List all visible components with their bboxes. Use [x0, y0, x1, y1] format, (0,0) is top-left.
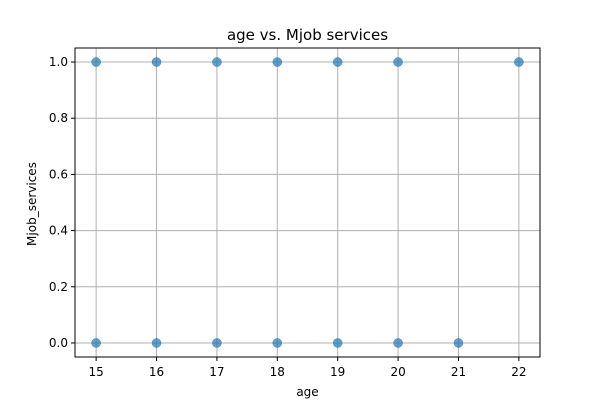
y-axis-label: Mjob_services — [25, 162, 39, 246]
data-point — [151, 338, 162, 348]
x-axis-ticks: 15 16 17 18 19 20 21 22 — [88, 357, 527, 379]
data-point — [332, 57, 343, 67]
x-tick-label: 19 — [330, 365, 345, 379]
x-tick-label: 21 — [451, 365, 466, 379]
y-axis-ticks: 0.0 0.2 0.4 0.6 0.8 1.0 — [49, 55, 75, 350]
chart-title: age vs. Mjob services — [227, 26, 388, 44]
x-tick-label: 18 — [270, 365, 285, 379]
y-tick-label: 0.0 — [49, 336, 68, 350]
data-point — [212, 57, 222, 67]
y-tick-label: 0.8 — [49, 111, 68, 125]
data-point — [272, 338, 283, 348]
data-point — [151, 57, 162, 67]
data-points — [91, 57, 524, 348]
x-tick-label: 15 — [88, 365, 103, 379]
y-tick-label: 0.6 — [49, 167, 68, 181]
data-point — [393, 57, 403, 67]
data-point — [91, 338, 101, 348]
x-tick-label: 20 — [390, 365, 405, 379]
y-tick-label: 0.4 — [49, 224, 68, 238]
data-point — [514, 57, 524, 67]
data-point — [393, 338, 403, 348]
data-point — [332, 338, 343, 348]
y-tick-label: 0.2 — [49, 280, 68, 294]
x-tick-label: 22 — [511, 365, 526, 379]
data-point — [212, 338, 222, 348]
grid — [75, 48, 540, 357]
x-axis-label: age — [296, 385, 318, 399]
data-point — [453, 338, 464, 348]
y-tick-label: 1.0 — [49, 55, 68, 69]
x-tick-label: 16 — [149, 365, 164, 379]
data-point — [272, 57, 283, 67]
x-tick-label: 17 — [209, 365, 224, 379]
data-point — [91, 57, 101, 67]
plot-frame — [74, 47, 541, 358]
